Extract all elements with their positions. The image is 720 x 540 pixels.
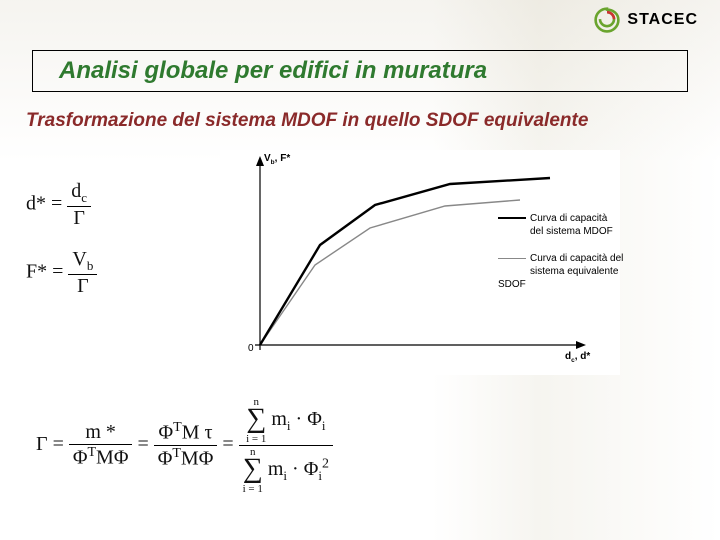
brand-logo: STACEC (593, 6, 698, 34)
x-axis-arrow (576, 341, 586, 349)
y-axis-arrow (256, 156, 264, 166)
equation-dstar: d* = dc Γ (26, 180, 91, 230)
origin-label: 0 (248, 342, 254, 355)
legend-mdof: Curva di capacità del sistema MDOF (498, 212, 618, 238)
legend-sdof: Curva di capacità del sistema equivalent… (498, 252, 628, 291)
x-axis-label: dc, d* (565, 350, 590, 365)
eq-lhs: d* = (26, 193, 62, 215)
equation-gamma: Γ = m * ΦTMΦ = ΦTM τ ΦTMΦ = n∑i = 1 mi ·… (36, 396, 333, 495)
capacity-curve-chart: Vb, F* 0 dc, d* Curva di capacità del si… (220, 150, 620, 375)
page-title: Analisi globale per edifici in muratura (59, 57, 487, 84)
title-box: Analisi globale per edifici in muratura (32, 50, 688, 92)
subtitle: Trasformazione del sistema MDOF in quell… (26, 110, 588, 132)
brand-name: STACEC (627, 11, 698, 29)
eq-lhs: F* = (26, 261, 63, 283)
y-axis-label: Vb, F* (264, 152, 290, 167)
eq-lhs: Γ = (36, 433, 64, 455)
equation-fstar: F* = Vb Γ (26, 248, 97, 298)
sdof-curve (260, 200, 520, 345)
swirl-icon (593, 6, 621, 34)
